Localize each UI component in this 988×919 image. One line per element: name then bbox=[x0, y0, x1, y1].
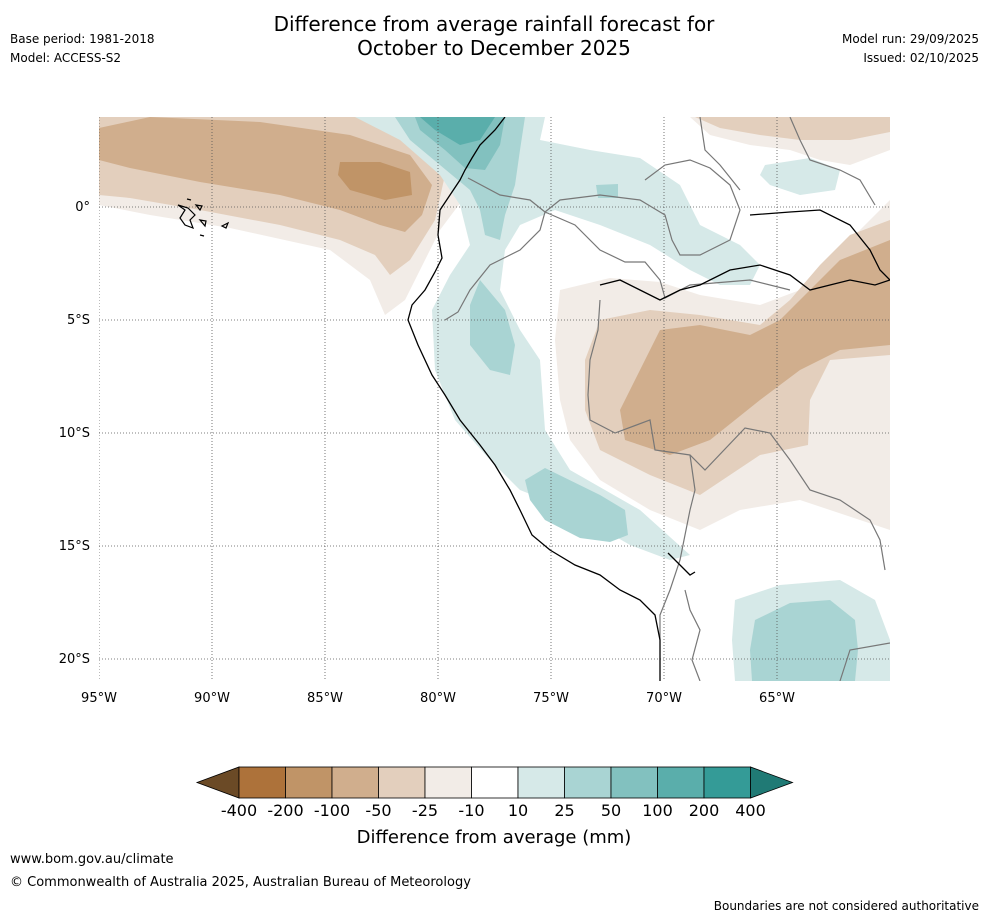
lon-label-75w: 75°W bbox=[533, 691, 569, 706]
lat-label-10s: 10°S bbox=[59, 426, 90, 441]
galapagos-islands bbox=[177, 198, 230, 237]
colorbar-swatch bbox=[285, 766, 333, 799]
colorbar-label: Difference from average (mm) bbox=[357, 827, 632, 848]
colorbar bbox=[195, 766, 794, 799]
colorbar-tick-label: 400 bbox=[735, 801, 766, 820]
colorbar-ticks: -400 -200 -100 -50 -25 -10 10 25 50 100 200 400 bbox=[221, 801, 766, 820]
copyright-text: © Commonwealth of Australia 2025, Austra… bbox=[10, 875, 471, 890]
lat-label-5s: 5°S bbox=[67, 313, 90, 328]
colorbar-swatch bbox=[517, 766, 565, 799]
colorbar-tick-label: -50 bbox=[365, 801, 391, 820]
colorbar-tick-label: 200 bbox=[689, 801, 720, 820]
contour-dry-amazon-strong bbox=[620, 240, 890, 455]
model-run-date: Model run: 29/09/2025 bbox=[841, 32, 979, 46]
contour-dry-northeast-mid bbox=[695, 117, 890, 140]
contour-wet-north-core bbox=[420, 117, 495, 145]
lon-label-95w: 95°W bbox=[81, 691, 117, 706]
colorbar-tick-label: -10 bbox=[458, 801, 484, 820]
title-line-2: October to December 2025 bbox=[357, 36, 631, 60]
colorbar-tick-label: -100 bbox=[314, 801, 350, 820]
colorbar-swatch bbox=[703, 766, 751, 799]
issued-date: Issued: 02/10/2025 bbox=[863, 51, 979, 65]
colorbar-extend-low bbox=[195, 766, 240, 799]
coastline bbox=[407, 117, 890, 681]
lon-label-85w: 85°W bbox=[307, 691, 343, 706]
colorbar-tick-label: 50 bbox=[601, 801, 621, 820]
title-line-1: Difference from average rainfall forecas… bbox=[273, 12, 715, 36]
colorbar-swatch bbox=[331, 766, 379, 799]
colorbar-swatch bbox=[378, 766, 426, 799]
colorbar-swatch bbox=[424, 766, 472, 799]
colorbar-swatch bbox=[657, 766, 705, 799]
lon-label-65w: 65°W bbox=[759, 691, 795, 706]
country-borders bbox=[444, 117, 890, 681]
colorbar-swatch bbox=[610, 766, 658, 799]
forecast-contours bbox=[99, 117, 890, 681]
colorbar-tick-label: -25 bbox=[412, 801, 438, 820]
lat-label-0: 0° bbox=[75, 200, 90, 215]
colorbar-swatch bbox=[471, 766, 519, 799]
colorbar-swatch bbox=[564, 766, 612, 799]
contour-wet-small bbox=[596, 184, 618, 198]
base-period: Base period: 1981-2018 bbox=[10, 32, 155, 46]
lon-label-90w: 90°W bbox=[194, 691, 230, 706]
graticule bbox=[99, 117, 890, 681]
contour-wet-venezuela bbox=[760, 158, 840, 195]
lat-label-20s: 20°S bbox=[59, 652, 90, 667]
contour-wet-peru bbox=[470, 280, 515, 375]
contour-dry-core bbox=[338, 162, 412, 200]
colorbar-tick-label: 100 bbox=[642, 801, 673, 820]
colorbar-swatch bbox=[238, 766, 286, 799]
colorbar-tick-label: -200 bbox=[267, 801, 303, 820]
model-name: Model: ACCESS-S2 bbox=[10, 51, 122, 65]
page-title: Difference from average rainfall forecas… bbox=[0, 12, 988, 60]
colorbar-tick-label: -400 bbox=[221, 801, 257, 820]
colorbar-extend-high bbox=[750, 766, 794, 799]
colorbar-tick-label: 25 bbox=[554, 801, 574, 820]
contour-dry-strong bbox=[99, 117, 432, 232]
lat-label-15s: 15°S bbox=[59, 539, 90, 554]
colorbar-tick-label: 10 bbox=[508, 801, 528, 820]
disclaimer-text: Boundaries are not considered authoritat… bbox=[713, 899, 979, 913]
lon-label-80w: 80°W bbox=[420, 691, 456, 706]
contour-wet-north-light bbox=[355, 117, 760, 560]
lon-label-70w: 70°W bbox=[646, 691, 682, 706]
website-link[interactable]: www.bom.gov.au/climate bbox=[10, 852, 174, 867]
